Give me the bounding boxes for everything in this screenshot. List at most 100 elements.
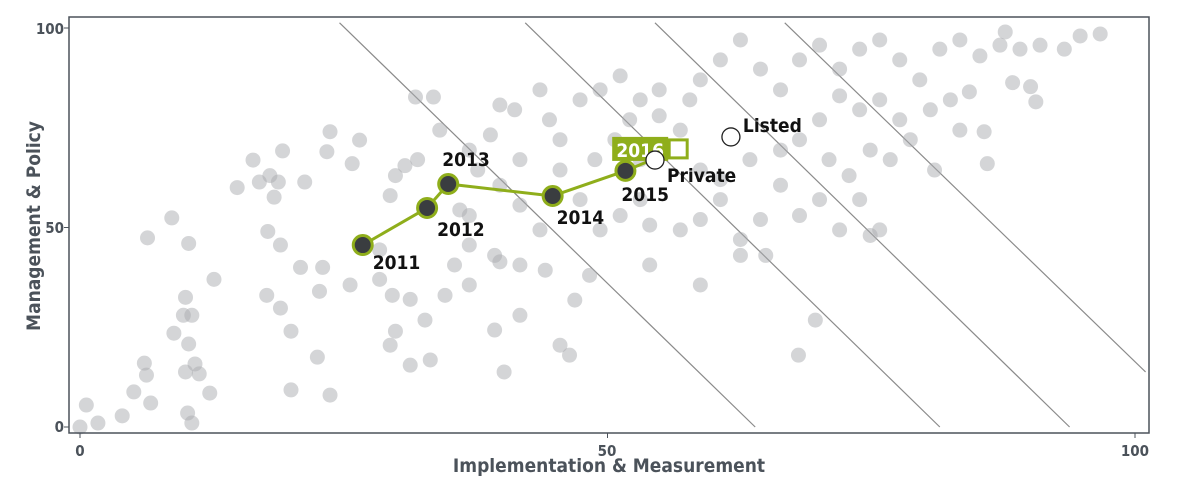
year-label-2013: 2013: [442, 149, 490, 171]
background-point: [407, 89, 423, 105]
axis-ticks: [64, 27, 1136, 438]
background-point: [181, 235, 197, 251]
x-axis-label: Implementation & Measurement: [453, 455, 765, 477]
benchmarks: Private Listed: [645, 115, 802, 187]
background-point: [612, 208, 628, 224]
background-point: [752, 61, 768, 77]
background-point: [732, 231, 748, 247]
background-point: [283, 382, 299, 398]
year-label-2015: 2015: [621, 184, 669, 206]
background-point: [541, 112, 557, 128]
background-point: [272, 300, 288, 316]
background-point: [792, 52, 808, 68]
background-point: [496, 364, 512, 380]
background-point: [872, 32, 888, 48]
background-point: [387, 168, 403, 184]
background-point: [651, 108, 667, 124]
reference-line-4: [784, 22, 1146, 373]
background-point: [1056, 41, 1072, 57]
background-point: [387, 323, 403, 339]
background-point: [487, 322, 503, 338]
background-point: [461, 142, 477, 158]
background-point: [262, 168, 278, 184]
background-point: [832, 88, 848, 104]
background-point: [927, 162, 943, 178]
background-point: [322, 387, 338, 403]
background-point: [352, 132, 368, 148]
background-point: [140, 230, 156, 246]
background-point: [942, 92, 958, 108]
y-tick-100: 100: [36, 20, 64, 38]
background-point: [470, 162, 486, 178]
background-point: [1012, 41, 1028, 57]
x-tick-0: 0: [75, 442, 84, 460]
background-point: [384, 287, 400, 303]
background-point: [275, 143, 291, 159]
background-point: [311, 283, 327, 299]
background-point: [752, 212, 768, 228]
background-point: [344, 156, 360, 172]
year-label-2011: 2011: [373, 252, 421, 274]
background-point: [382, 188, 398, 204]
background-point: [402, 357, 418, 373]
background-point: [432, 122, 448, 138]
benchmark-label-listed: Listed: [743, 115, 802, 137]
background-point: [512, 197, 528, 213]
benchmark-label-private: Private: [667, 165, 736, 187]
y-tick-0: 0: [55, 418, 64, 436]
background-point: [382, 337, 398, 353]
background-point: [692, 72, 708, 88]
background-point: [259, 287, 275, 303]
trajectory-point-2011: [351, 234, 374, 257]
benchmark-point-private: [645, 150, 665, 170]
background-point: [512, 257, 528, 273]
background-point: [1072, 28, 1088, 44]
background-point: [1005, 75, 1021, 91]
x-tick-50: 50: [598, 442, 617, 460]
background-point: [852, 192, 868, 208]
background-point: [922, 102, 938, 118]
background-point: [164, 210, 180, 226]
background-points: [72, 24, 1108, 435]
background-point: [1032, 37, 1048, 53]
background-point: [206, 271, 222, 287]
background-point: [932, 41, 948, 57]
background-point: [181, 336, 197, 352]
background-point: [912, 72, 928, 88]
background-point: [979, 156, 995, 172]
benchmark-point-listed: [721, 127, 741, 147]
background-point: [832, 61, 848, 77]
background-point: [792, 208, 808, 224]
background-point: [582, 267, 598, 283]
background-point: [572, 192, 588, 208]
background-point: [562, 347, 578, 363]
background-point: [292, 259, 308, 275]
background-point: [512, 152, 528, 168]
background-point: [773, 177, 789, 193]
background-point: [961, 84, 977, 100]
y-tick-50: 50: [45, 219, 64, 237]
background-point: [425, 89, 441, 105]
background-point: [872, 222, 888, 238]
background-point: [632, 92, 648, 108]
background-point: [972, 48, 988, 64]
background-point: [1092, 26, 1108, 42]
background-point: [812, 37, 828, 53]
background-point: [952, 122, 968, 138]
background-point: [758, 247, 774, 263]
background-point: [138, 367, 154, 383]
background-point: [482, 127, 498, 143]
background-point: [792, 132, 808, 148]
background-point: [892, 52, 908, 68]
background-point: [461, 208, 477, 224]
background-point: [682, 92, 698, 108]
plot-frame: [68, 16, 1150, 434]
background-point: [507, 102, 523, 118]
background-point: [812, 192, 828, 208]
background-point: [178, 364, 193, 380]
background-point: [437, 287, 453, 303]
background-point: [732, 247, 748, 263]
background-point: [632, 192, 648, 208]
trajectory-point-2014: [541, 184, 564, 207]
